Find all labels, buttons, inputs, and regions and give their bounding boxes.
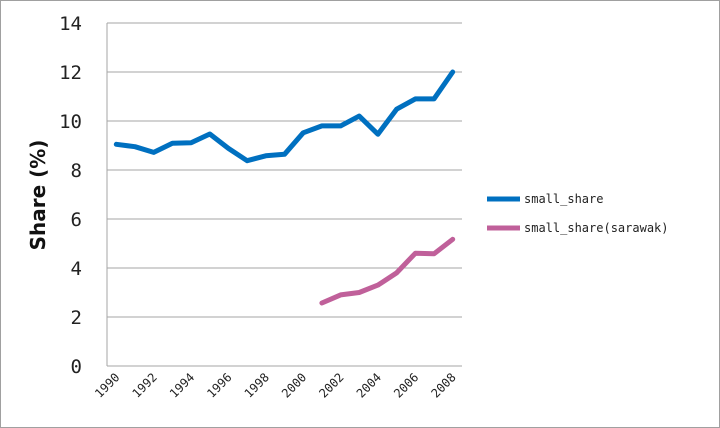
y-axis-label: Share (%): [26, 140, 50, 251]
series-line-small-share-sarawak-: [319, 236, 456, 306]
x-tick-label: 2000: [279, 370, 309, 400]
x-tick-label: 1996: [204, 370, 234, 400]
series-line-small-share: [113, 69, 456, 164]
x-tick-label: 1998: [242, 370, 272, 400]
legend-label: small_share: [524, 192, 603, 206]
x-tick-label: 2004: [354, 370, 384, 400]
y-tick-label: 4: [71, 258, 82, 280]
x-tick-label: 1990: [92, 370, 122, 400]
x-tick-label: 2002: [316, 370, 346, 400]
y-tick-label: 12: [59, 62, 82, 84]
y-tick-label: 10: [59, 111, 82, 133]
y-tick-label: 2: [71, 307, 82, 329]
x-tick-label: 1992: [129, 370, 159, 400]
x-tick-label: 2006: [391, 370, 421, 400]
y-tick-label: 6: [71, 209, 82, 231]
y-tick-label: 14: [59, 13, 82, 35]
y-tick-label: 8: [71, 160, 82, 182]
x-tick-label: 1994: [167, 370, 197, 400]
legend-label: small_share(sarawak): [524, 221, 669, 235]
x-tick-label: 2008: [428, 370, 458, 400]
y-tick-label: 0: [71, 356, 82, 378]
